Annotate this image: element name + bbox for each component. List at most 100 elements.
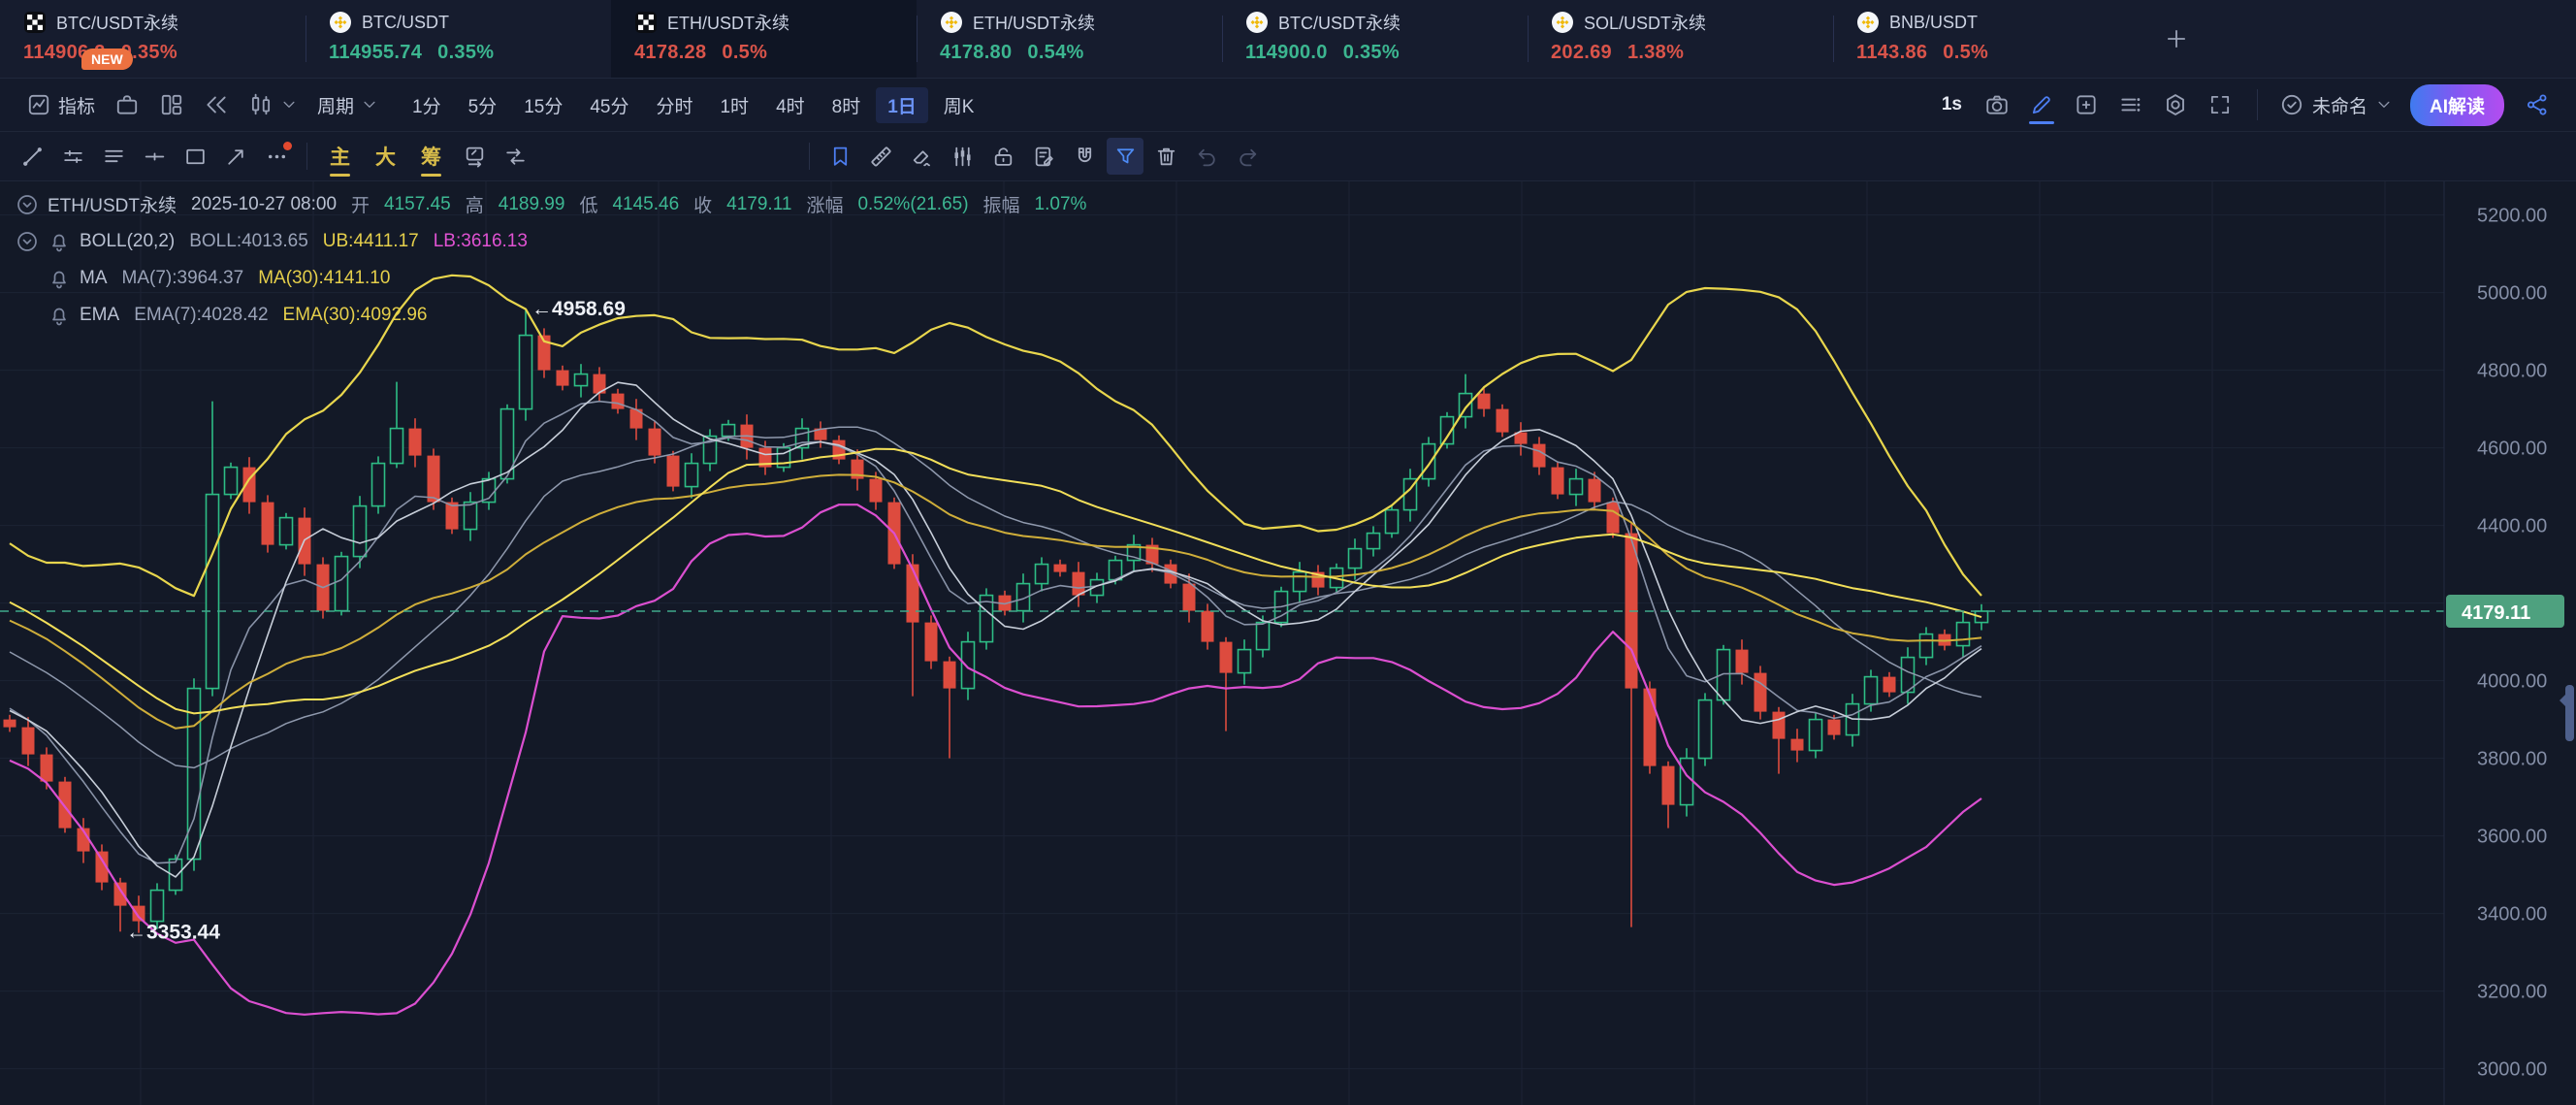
parallel-lines-icon bbox=[102, 145, 126, 169]
svg-text:4179.11: 4179.11 bbox=[2462, 602, 2530, 624]
period-1分[interactable]: 1分 bbox=[412, 96, 441, 117]
symbol-tab-6[interactable]: SOL/USDT永续 202.69 1.38% bbox=[1528, 0, 1833, 78]
parallel-lines-button[interactable] bbox=[95, 138, 132, 175]
delete-drawings-icon bbox=[1154, 145, 1178, 169]
tab-symbol-name: BTC/USDT永续 bbox=[1278, 14, 1401, 33]
parallel-channel-button[interactable] bbox=[54, 138, 91, 175]
symbol-tab-5[interactable]: BTC/USDT永续 114900.0 0.35% bbox=[1222, 0, 1528, 78]
tab-change-percent: 1.38% bbox=[1626, 42, 1685, 63]
tab-change-percent: 0.5% bbox=[722, 42, 768, 63]
screenshot-icon bbox=[1984, 92, 2010, 117]
mode-主[interactable]: 主 bbox=[319, 139, 361, 177]
divider bbox=[2256, 89, 2258, 120]
workspace-menu[interactable]: 未命名 bbox=[2273, 88, 2399, 122]
more-tools-icon bbox=[265, 145, 289, 169]
ai-analysis-button[interactable]: AI解读 bbox=[2409, 83, 2504, 126]
toolbar-right: 1s 未命名 AI解读 bbox=[1934, 83, 2559, 126]
tab-price-row: 4178.80 0.54% bbox=[940, 42, 1222, 64]
filter-button[interactable] bbox=[1107, 138, 1143, 175]
tab-price-row: 1143.86 0.5% bbox=[1856, 42, 2139, 64]
tab-header: BTC/USDT bbox=[329, 10, 611, 35]
object-list-icon bbox=[2118, 92, 2143, 117]
tab-header: ETH/USDT永续 bbox=[940, 10, 1222, 35]
horizontal-line-button[interactable] bbox=[136, 138, 173, 175]
tab-symbol-name: ETH/USDT永续 bbox=[973, 14, 1095, 33]
draw-pencil-button[interactable] bbox=[2020, 87, 2063, 124]
chart-settings-button[interactable] bbox=[2154, 87, 2197, 122]
bookmark-button[interactable] bbox=[821, 138, 858, 175]
period-15分[interactable]: 15分 bbox=[524, 96, 564, 117]
tab-symbol-name: SOL/USDT永续 bbox=[1584, 14, 1707, 33]
rectangle-tool-icon bbox=[183, 145, 208, 169]
trend-line-button[interactable] bbox=[14, 138, 50, 175]
indicators-button[interactable]: 指标 bbox=[17, 87, 104, 123]
period-8时[interactable]: 8时 bbox=[831, 96, 861, 117]
symbol-tab-1[interactable]: BTC/USDT永续 114906.2 0.35% NEW bbox=[0, 0, 306, 78]
share-button[interactable] bbox=[2516, 87, 2559, 122]
period-4时[interactable]: 4时 bbox=[776, 96, 805, 117]
tab-symbol-name: ETH/USDT永续 bbox=[667, 14, 789, 33]
tab-last-price: 202.69 bbox=[1551, 42, 1612, 63]
chart-area: ←4958.69 ←3353.44 5200.00 5000.00 4800.00 460… bbox=[0, 179, 2576, 1105]
eraser-button[interactable] bbox=[903, 138, 940, 175]
add-pane-button[interactable] bbox=[2065, 87, 2108, 122]
symbol-tab-4[interactable]: ETH/USDT永续 4178.80 0.54% bbox=[917, 0, 1222, 78]
split-layout-button[interactable] bbox=[150, 87, 193, 122]
symbol-tab-7[interactable]: BNB/USDT 1143.86 0.5% bbox=[1833, 0, 2139, 78]
arrow-tool-icon bbox=[224, 145, 248, 169]
compare-tool-button[interactable] bbox=[497, 138, 533, 175]
svg-text:3600.00: 3600.00 bbox=[2477, 827, 2547, 848]
svg-text:←4958.69: ←4958.69 bbox=[531, 298, 626, 320]
period-分时[interactable]: 分时 bbox=[656, 96, 693, 117]
magnet-mode-icon bbox=[1073, 145, 1097, 169]
delete-drawings-button[interactable] bbox=[1147, 138, 1184, 175]
indicators-label: 指标 bbox=[58, 96, 96, 117]
chevron-down-icon bbox=[2375, 96, 2393, 114]
fullscreen-button[interactable] bbox=[2199, 87, 2241, 122]
fullscreen-icon bbox=[2207, 92, 2233, 117]
period-5分[interactable]: 5分 bbox=[467, 96, 498, 117]
okx-logo-icon bbox=[634, 10, 658, 35]
symbol-tab-3[interactable]: ETH/USDT永续 4178.28 0.5% bbox=[611, 0, 917, 78]
tab-last-price: 1143.86 bbox=[1856, 42, 1928, 63]
compare-candles-icon bbox=[950, 145, 975, 169]
period-45分[interactable]: 45分 bbox=[590, 96, 629, 117]
order-note-button[interactable] bbox=[1025, 138, 1062, 175]
symbol-tab-2[interactable]: BTC/USDT 114955.74 0.35% bbox=[306, 0, 611, 78]
unlock-button[interactable] bbox=[984, 138, 1021, 175]
redo-button bbox=[1229, 138, 1266, 175]
toolbar-right-icons bbox=[1976, 87, 2241, 124]
mode-筹[interactable]: 筹 bbox=[410, 139, 452, 177]
object-list-button[interactable] bbox=[2109, 87, 2152, 122]
binance-logo-icon bbox=[1856, 10, 1880, 35]
indicator-icon bbox=[26, 92, 51, 117]
candle-style-button[interactable] bbox=[240, 87, 306, 122]
filter-icon bbox=[1113, 145, 1138, 169]
draw-pencil-icon bbox=[2029, 92, 2054, 117]
ruler-button[interactable] bbox=[862, 138, 899, 175]
mode-大[interactable]: 大 bbox=[375, 146, 396, 169]
period-1时[interactable]: 1时 bbox=[720, 96, 750, 117]
period-label: 周期 bbox=[317, 96, 355, 117]
tab-header: ETH/USDT永续 bbox=[634, 10, 917, 35]
template-edit-button[interactable] bbox=[456, 138, 493, 175]
compare-candles-button[interactable] bbox=[944, 138, 981, 175]
period-menu-button[interactable]: 周期 bbox=[308, 87, 387, 123]
strategy-bag-button[interactable] bbox=[106, 87, 148, 122]
arrow-tool-button[interactable] bbox=[217, 138, 254, 175]
period-周K[interactable]: 周K bbox=[943, 96, 975, 117]
toolbar-left-icons bbox=[106, 87, 306, 122]
chart-canvas[interactable]: ←4958.69 ←3353.44 5200.00 5000.00 4800.00 460… bbox=[0, 179, 2576, 1105]
magnet-mode-button[interactable] bbox=[1066, 138, 1103, 175]
period-1日[interactable]: 1日 bbox=[876, 86, 928, 123]
plus-icon bbox=[2164, 26, 2189, 51]
more-tools-button[interactable] bbox=[258, 138, 295, 175]
replay-rewind-button[interactable] bbox=[195, 87, 238, 122]
add-symbol-button[interactable] bbox=[2160, 22, 2193, 55]
ruler-icon bbox=[869, 145, 893, 169]
replay-interval[interactable]: 1s bbox=[1941, 94, 1962, 114]
notification-dot bbox=[283, 142, 292, 150]
rectangle-tool-button[interactable] bbox=[177, 138, 213, 175]
screenshot-button[interactable] bbox=[1976, 87, 2018, 122]
